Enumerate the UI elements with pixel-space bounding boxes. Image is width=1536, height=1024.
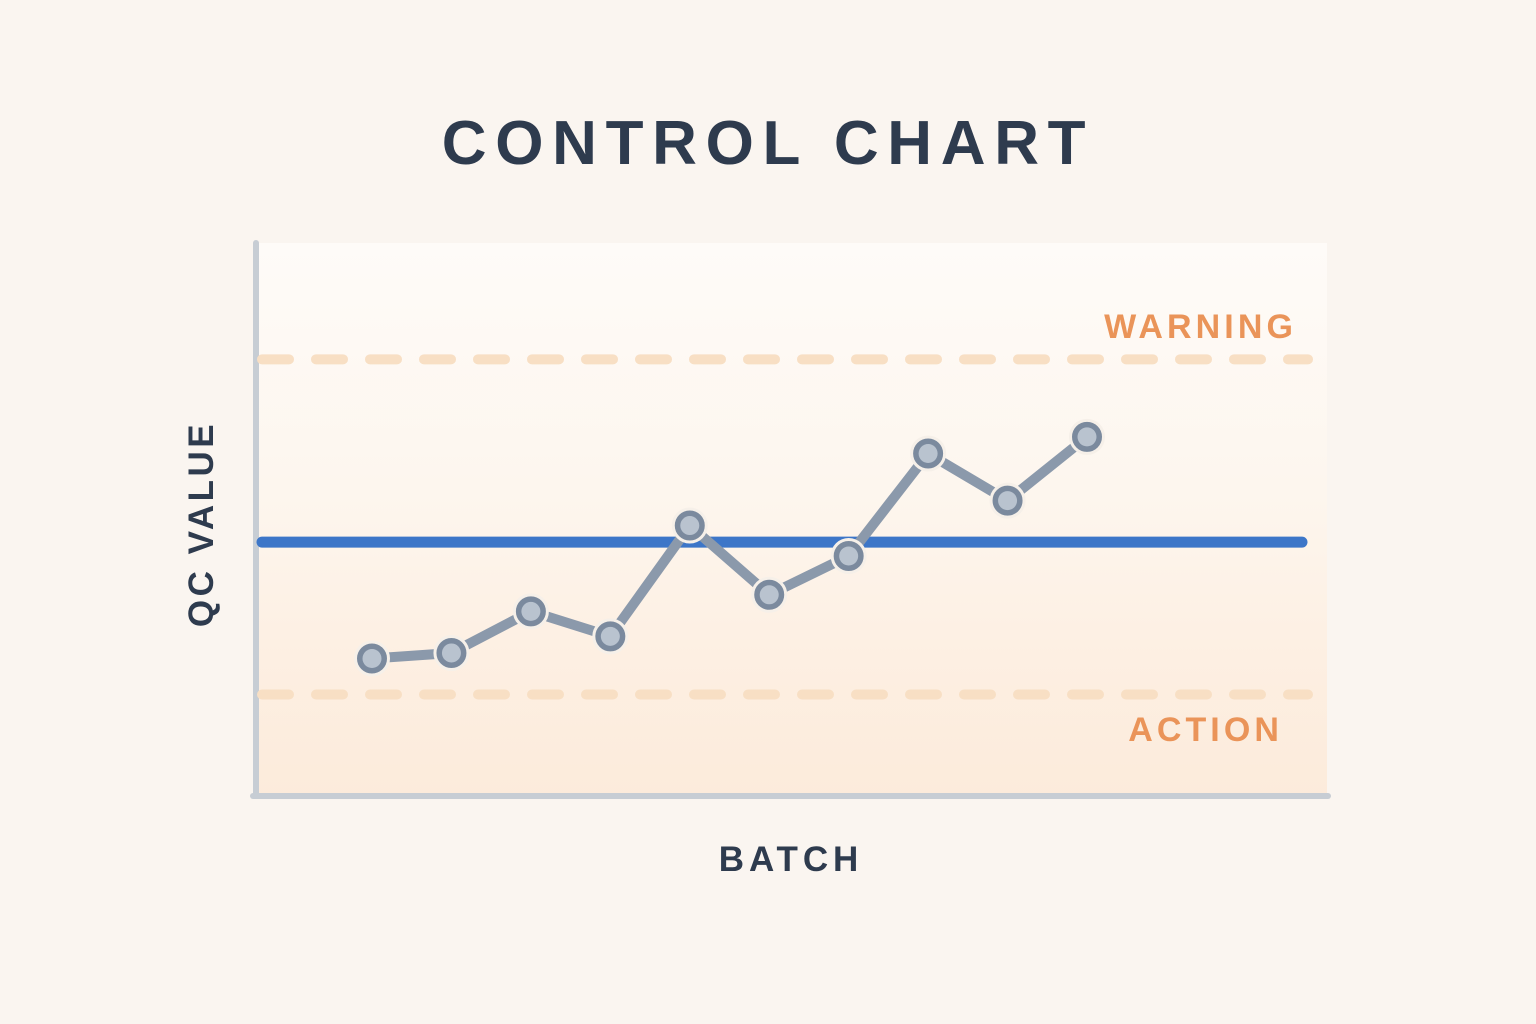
data-point-core [521,601,541,621]
data-point-core [1077,427,1097,447]
plot-area [256,243,1327,797]
y-axis-label: QC VALUE [182,420,221,628]
data-point-core [680,516,700,536]
chart-title: CONTROL CHART [441,109,1095,178]
data-point-core [600,626,620,646]
data-point-core [839,546,859,566]
warning-limit-label: WARNING [1104,308,1297,346]
data-point-core [918,444,938,464]
qc-series-line [367,431,1092,664]
data-point-core [441,643,461,663]
data-point-core [759,585,779,605]
action-limit-label: ACTION [1128,711,1283,749]
data-point-core [362,649,382,668]
data-point-core [998,491,1018,511]
x-axis-label: BATCH [718,840,864,879]
